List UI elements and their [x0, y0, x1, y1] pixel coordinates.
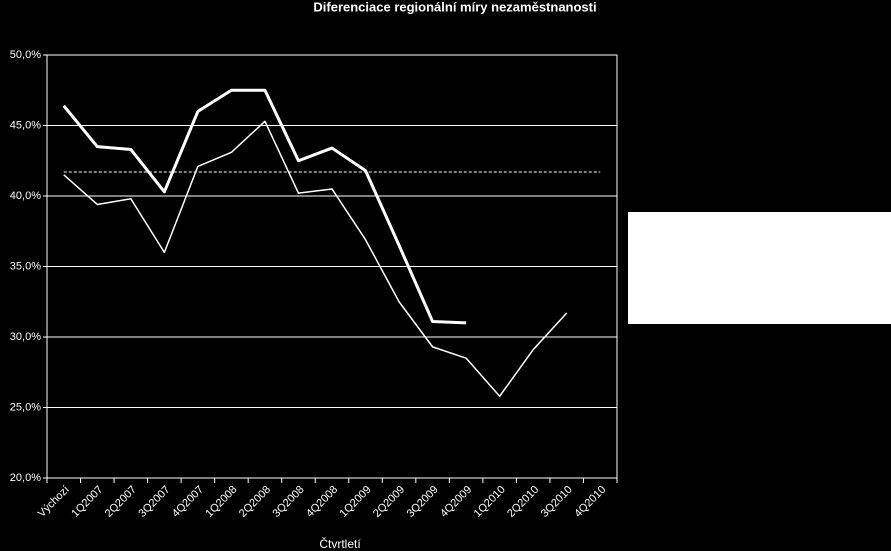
- x-tick-label: 1Q2010: [472, 484, 508, 520]
- y-tick-label: 20,0%: [10, 472, 41, 484]
- x-tick-label: 4Q2008: [304, 484, 340, 520]
- x-tick-label: 3Q2008: [270, 484, 306, 520]
- x-tick-label: Výchozí: [36, 484, 72, 520]
- y-tick-label: 50,0%: [10, 49, 41, 61]
- x-tick-label: 1Q2007: [69, 484, 105, 520]
- x-tick-label: 3Q2009: [405, 484, 441, 520]
- x-tick-label: 4Q2007: [170, 484, 206, 520]
- plot-border: [46, 54, 618, 479]
- series-line: [62, 88, 467, 325]
- y-tick-label: 25,0%: [10, 401, 41, 413]
- x-tick-label: 1Q2009: [338, 484, 374, 520]
- y-tick-label: 35,0%: [10, 260, 41, 272]
- x-tick-label: 3Q2007: [136, 484, 172, 520]
- y-tick-label: 30,0%: [10, 331, 41, 343]
- y-tick-label: 40,0%: [10, 190, 41, 202]
- x-tick-label: 2Q2008: [237, 484, 273, 520]
- chart-title: Diferenciace regionální míry nezaměstnan…: [313, 0, 596, 14]
- x-tick-label: 1Q2008: [203, 484, 239, 520]
- series-line: [63, 120, 568, 397]
- x-tick-label: 4Q2010: [572, 484, 608, 520]
- x-tick-label: 4Q2009: [438, 484, 474, 520]
- x-tick-label: 2Q2009: [371, 484, 407, 520]
- x-axis-label: Čtvrtletí: [319, 536, 361, 551]
- x-tick-label: 2Q2007: [103, 484, 139, 520]
- y-tick-label: 45,0%: [10, 119, 41, 131]
- x-tick-label: 3Q2010: [539, 484, 575, 520]
- legend-box: [628, 212, 891, 324]
- x-tick-label: 2Q2010: [505, 484, 541, 520]
